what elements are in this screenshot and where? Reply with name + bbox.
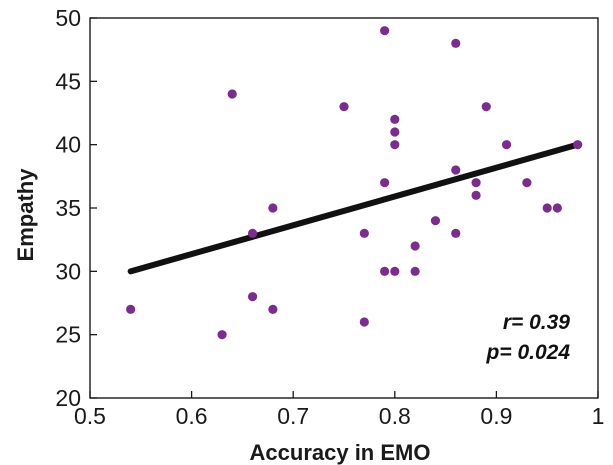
data-point-26 — [481, 102, 491, 112]
y-tick-label: 50 — [55, 5, 81, 31]
y-tick-label: 30 — [55, 258, 81, 284]
data-point-23 — [451, 228, 461, 238]
x-tick-label: 1 — [592, 403, 605, 429]
data-point-22 — [451, 165, 461, 175]
data-point-16 — [390, 140, 400, 150]
data-point-1 — [126, 304, 136, 314]
y-axis-title: Empathy — [13, 168, 38, 262]
y-tick-label: 35 — [55, 195, 81, 221]
data-point-5 — [247, 292, 258, 302]
data-point-31 — [573, 140, 583, 150]
p-value-annotation: p= 0.024 — [486, 341, 571, 364]
data-point-11 — [380, 26, 390, 36]
data-point-13 — [380, 266, 390, 276]
data-point-30 — [552, 203, 562, 213]
y-tick-label: 40 — [55, 132, 81, 158]
x-axis-title: Accuracy in EMO — [250, 440, 431, 465]
data-point-6 — [268, 203, 278, 213]
data-point-19 — [410, 266, 420, 276]
x-tick-label: 0.7 — [277, 403, 309, 429]
data-point-8 — [339, 102, 349, 112]
x-tick-label: 0.8 — [379, 403, 411, 429]
data-point-24 — [471, 178, 481, 188]
data-point-10 — [359, 317, 369, 327]
data-point-15 — [390, 127, 400, 137]
axis-layer: 0.5 0.6 0.7 0.8 0.9 1 20 25 30 35 40 45 50 — [55, 5, 604, 429]
x-tick-label: 0.9 — [480, 403, 512, 429]
data-point-12 — [380, 178, 390, 188]
data-point-9 — [359, 228, 369, 238]
plot-layer — [127, 141, 581, 275]
data-point-7 — [268, 304, 278, 314]
data-point-25 — [471, 190, 481, 200]
y-tick-label: 25 — [55, 322, 81, 348]
y-tick-label: 20 — [55, 385, 81, 411]
correlation-r-annotation: r= 0.39 — [503, 311, 570, 334]
data-point-14 — [390, 114, 400, 124]
y-tick-label: 45 — [55, 68, 81, 94]
data-point-17 — [390, 266, 400, 276]
data-point-21 — [451, 38, 461, 48]
x-tick-label: 0.5 — [74, 403, 106, 429]
data-point-2 — [217, 330, 227, 340]
data-point-20 — [430, 216, 441, 226]
data-point-28 — [522, 178, 532, 188]
data-point-4 — [247, 228, 258, 238]
points-layer — [126, 26, 583, 340]
data-point-18 — [410, 241, 420, 251]
data-point-29 — [542, 203, 552, 213]
data-point-3 — [227, 89, 237, 99]
regression-line — [127, 141, 581, 275]
x-tick-label: 0.6 — [176, 403, 208, 429]
data-point-27 — [501, 140, 512, 150]
